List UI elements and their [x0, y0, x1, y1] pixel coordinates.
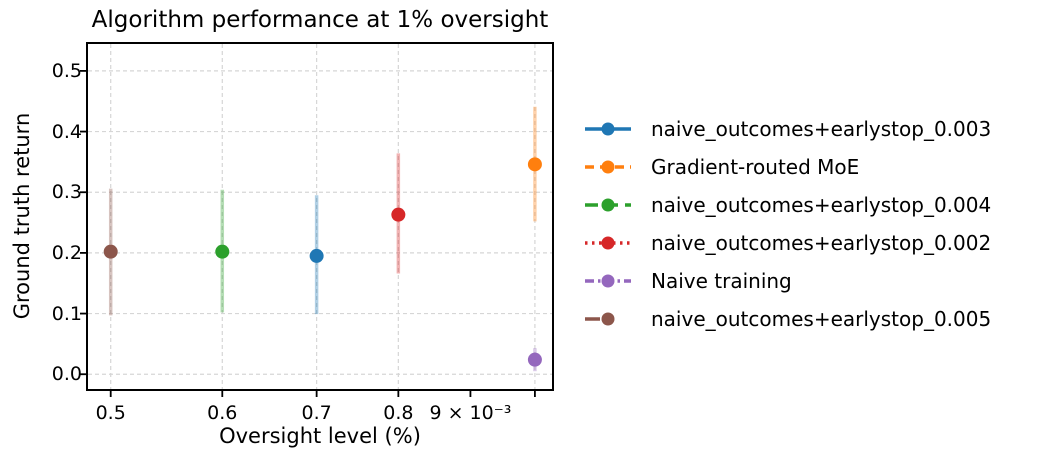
y-tick-label: 0.5 [51, 59, 82, 82]
legend-marker-icon [585, 198, 631, 212]
data-point [215, 244, 230, 259]
data-point [309, 248, 324, 263]
legend-item-label: naive_outcomes+earlystop_0.005 [651, 307, 992, 331]
legend-dot [601, 236, 615, 250]
legend-marker-icon [585, 312, 631, 326]
legend-marker-icon [585, 160, 631, 174]
legend-item-label: naive_outcomes+earlystop_0.003 [651, 117, 992, 141]
legend-marker-icon [585, 236, 631, 250]
legend-dot [601, 312, 615, 326]
legend-item-label: Naive training [651, 269, 792, 293]
data-point [103, 244, 118, 259]
legend-marker-icon [585, 274, 631, 288]
data-point [527, 157, 542, 172]
legend-dot [601, 122, 615, 136]
data-point [527, 352, 542, 367]
y-tick-label: 0.4 [51, 120, 82, 143]
legend-dot [601, 274, 615, 288]
legend-item: Naive training [585, 262, 991, 300]
legend-dot [601, 198, 615, 212]
x-tick-label: 0.7 [301, 402, 332, 424]
legend-marker-icon [585, 122, 631, 136]
data-point [391, 207, 406, 222]
y-tick-label: 0.0 [51, 363, 82, 386]
legend-item: naive_outcomes+earlystop_0.002 [585, 224, 991, 262]
x-axis-label: Oversight level (%) [219, 424, 421, 448]
x-tick-label: 9 × 10⁻³ [429, 402, 512, 424]
legend-item-label: naive_outcomes+earlystop_0.004 [651, 193, 992, 217]
plot-frame [86, 42, 554, 391]
legend-item: naive_outcomes+earlystop_0.003 [585, 110, 991, 148]
legend-item: naive_outcomes+earlystop_0.005 [585, 300, 991, 338]
y-tick-label: 0.3 [51, 181, 82, 204]
legend-item: naive_outcomes+earlystop_0.004 [585, 186, 991, 224]
legend-item-label: naive_outcomes+earlystop_0.002 [651, 231, 992, 255]
chart-title: Algorithm performance at 1% oversight [91, 7, 549, 33]
y-tick-label: 0.2 [51, 241, 82, 264]
legend-item-label: Gradient-routed MoE [651, 155, 860, 179]
x-tick-label: 0.8 [383, 402, 414, 424]
y-axis-label: Ground truth return [10, 112, 34, 320]
legend: naive_outcomes+earlystop_0.003 Gradient-… [585, 110, 991, 338]
y-tick-label: 0.1 [51, 302, 82, 325]
x-tick-label: 0.6 [207, 402, 238, 424]
legend-dot [601, 160, 615, 174]
legend-item: Gradient-routed MoE [585, 148, 991, 186]
x-tick-label: 0.5 [95, 402, 126, 424]
